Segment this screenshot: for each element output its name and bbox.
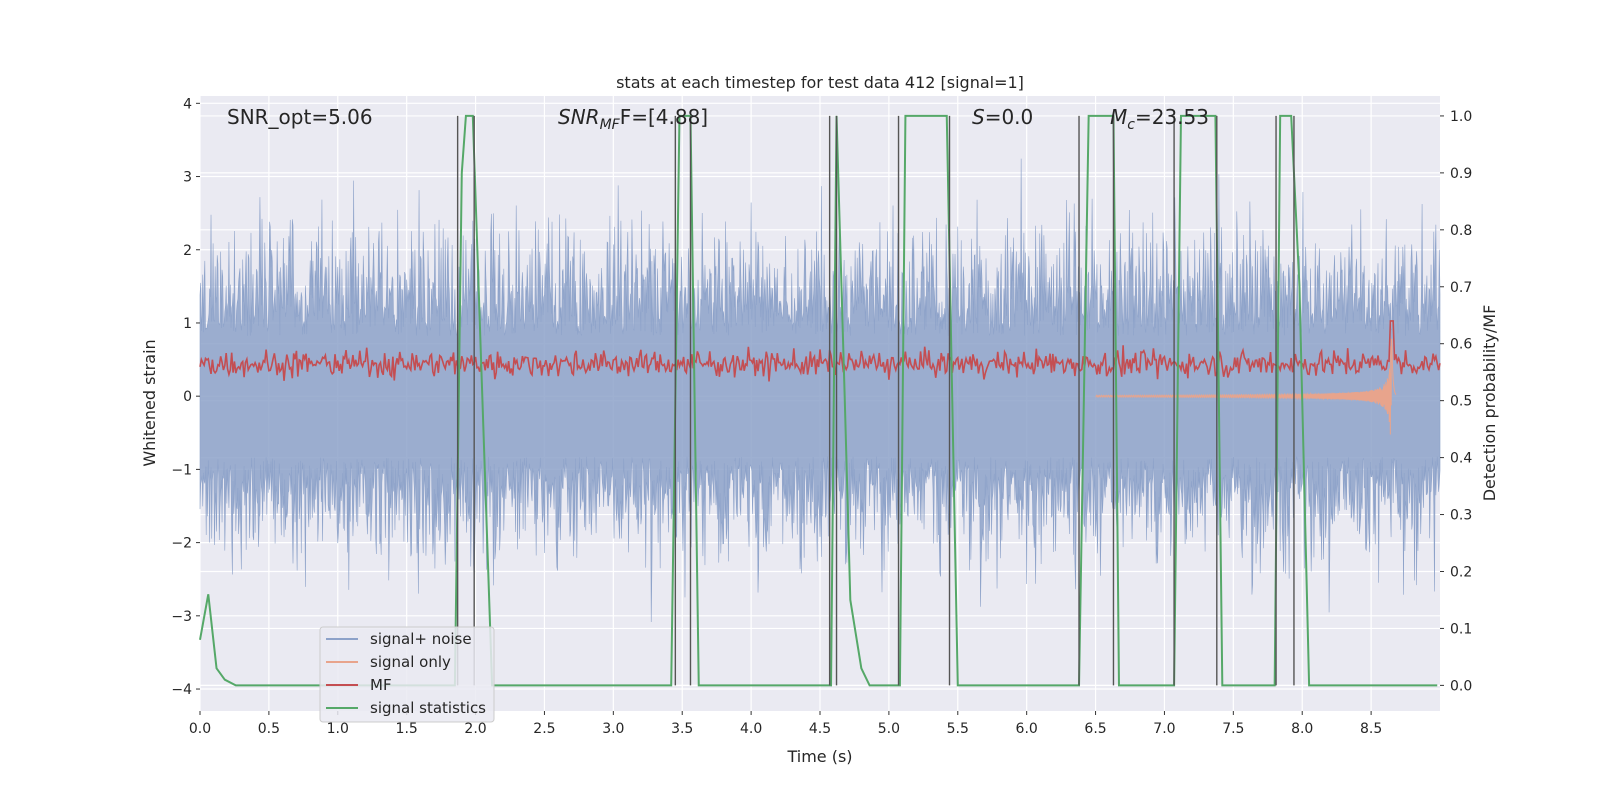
y-tick-label-left: 0 (183, 389, 192, 405)
series-signal-only (1095, 338, 1397, 435)
mc-sub: c (1127, 117, 1135, 133)
y-tick-label-right: 0.2 (1450, 564, 1472, 580)
x-tick-label: 1.0 (327, 721, 349, 737)
snr-mf-value: F=[4.88] (620, 105, 708, 129)
x-tick-label: 8.5 (1360, 721, 1382, 737)
series-signal-noise (199, 158, 1441, 623)
x-tick-label: 6.5 (1084, 721, 1106, 737)
y-tick-label-left: 3 (183, 170, 192, 186)
x-axis-label: Time (s) (786, 747, 852, 766)
y-tick-label-left: −3 (171, 609, 192, 625)
annotation-snr-opt: SNR_opt=5.06 (227, 105, 373, 129)
y-tick-label-right: 0.1 (1450, 621, 1472, 637)
x-tick-label: 6.0 (1016, 721, 1038, 737)
y-tick-label-left: 2 (183, 243, 192, 259)
y-tick-label-left: −4 (171, 682, 192, 698)
x-tick-label: 3.5 (671, 721, 693, 737)
legend-label-stats: signal statistics (370, 699, 486, 717)
y-tick-label-right: 0.9 (1450, 166, 1472, 182)
x-tick-label: 0.5 (258, 721, 280, 737)
legend-box (319, 626, 495, 723)
s-value: =0.0 (985, 105, 1034, 129)
y-tick-label-right: 0.5 (1450, 394, 1472, 410)
x-tick-label: 4.0 (740, 721, 762, 737)
annotation-mc: Mc=23.53 (1110, 105, 1209, 133)
annotation-snr-mf: SNRMFF=[4.88] (558, 105, 708, 133)
x-tick-label: 8.0 (1291, 721, 1313, 737)
snr-mf-sub: MF (600, 117, 621, 133)
x-tick-label: 3.0 (602, 721, 624, 737)
x-tick-label: 7.0 (1153, 721, 1175, 737)
y-tick-label-left: 1 (183, 316, 192, 332)
vertical-lines (456, 115, 1295, 686)
x-tick-label: 5.5 (947, 721, 969, 737)
data-layer (199, 114, 1441, 687)
legend-label-noise: signal+ noise (370, 630, 472, 648)
x-tick-label: 2.0 (464, 721, 486, 737)
legend: signal+ noise signal only MF signal stat… (319, 626, 495, 723)
series-signal-statistics (199, 114, 1438, 687)
x-tick-label: 2.5 (533, 721, 555, 737)
legend-label-mf: MF (370, 676, 392, 694)
y-tick-label-right: 0.6 (1450, 337, 1472, 353)
mc-var: M (1110, 105, 1127, 129)
mc-value: =23.53 (1135, 105, 1209, 129)
y-tick-label-right: 0.0 (1450, 678, 1472, 694)
x-tick-label: 0.0 (189, 721, 211, 737)
y-axis-label-right: Detection probability/MF (1480, 305, 1499, 502)
y-tick-label-left: −2 (171, 536, 192, 552)
ticks: 0.0 0.5 1.0 1.5 2.0 2.5 3.0 3.5 4.0 4.5 5.0 5.5 6.0 6… (171, 96, 1472, 737)
annotation-s: S=0.0 (972, 105, 1033, 129)
y-tick-label-left: 4 (183, 96, 192, 112)
y-tick-label-right: 0.8 (1450, 223, 1472, 239)
x-tick-label: 5.0 (878, 721, 900, 737)
x-tick-label: 1.5 (396, 721, 418, 737)
series-mf (199, 320, 1441, 382)
x-tick-label: 7.5 (1222, 721, 1244, 737)
legend-label-signal: signal only (370, 653, 451, 671)
chart-title: stats at each timestep for test data 412… (616, 73, 1024, 92)
y-tick-label-right: 1.0 (1450, 109, 1472, 125)
y-tick-label-right: 0.3 (1450, 508, 1472, 524)
y-tick-label-right: 0.7 (1450, 280, 1472, 296)
y-tick-label-right: 0.4 (1450, 451, 1472, 467)
snr-mf-base: SNR (558, 105, 600, 129)
y-tick-label-left: −1 (171, 462, 192, 478)
y-axis-label-left: Whitened strain (140, 339, 159, 466)
s-var: S (972, 105, 985, 129)
x-tick-label: 4.5 (809, 721, 831, 737)
